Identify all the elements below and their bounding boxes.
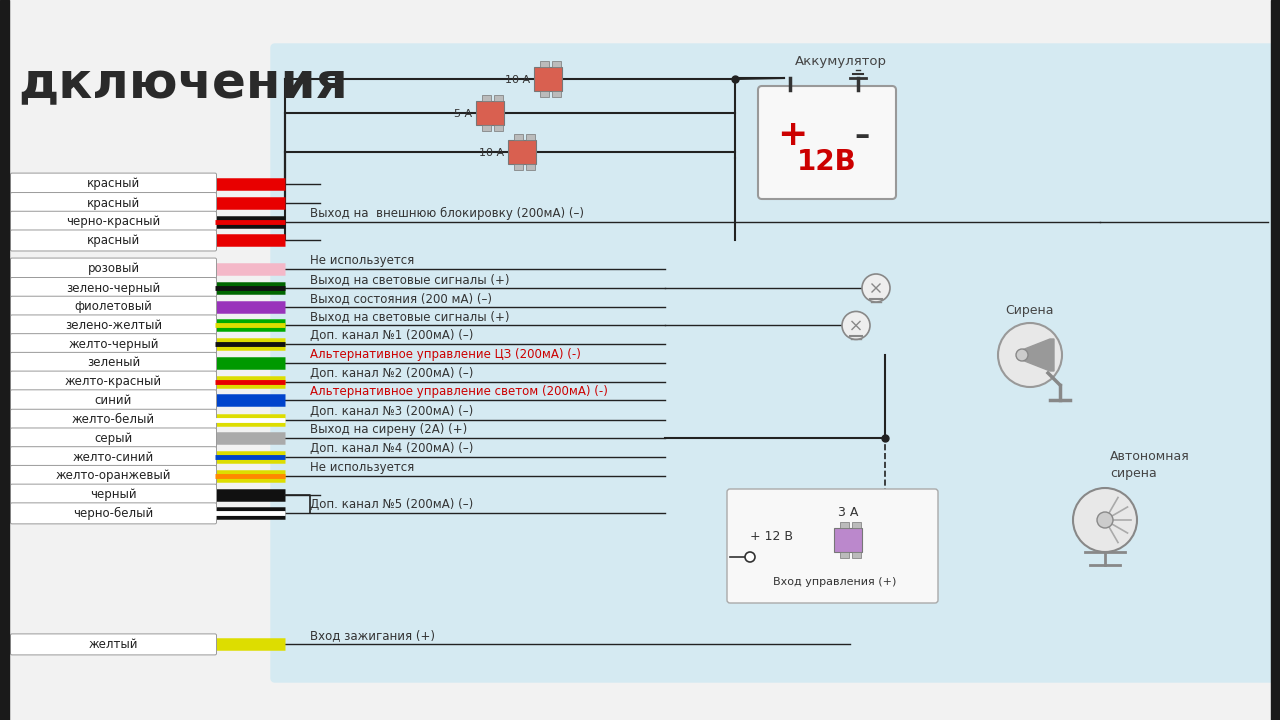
Text: Доп. канал №2 (200мА) (–): Доп. канал №2 (200мА) (–): [310, 366, 474, 379]
Text: желто-черный: желто-черный: [68, 338, 159, 351]
Text: желтый: желтый: [88, 638, 138, 651]
FancyBboxPatch shape: [10, 230, 216, 251]
FancyBboxPatch shape: [10, 173, 216, 194]
Bar: [508, 140, 536, 164]
FancyBboxPatch shape: [10, 409, 216, 431]
FancyBboxPatch shape: [10, 258, 216, 279]
Text: синий: синий: [95, 394, 132, 407]
FancyBboxPatch shape: [10, 465, 216, 487]
Bar: [483, 95, 492, 101]
Text: –: –: [854, 120, 869, 150]
Bar: [540, 91, 549, 97]
FancyBboxPatch shape: [271, 44, 1274, 682]
Text: Выход на сирену (2А) (+): Выход на сирену (2А) (+): [310, 423, 467, 436]
FancyBboxPatch shape: [10, 315, 216, 336]
Text: Доп. канал №1 (200мА) (–): Доп. канал №1 (200мА) (–): [310, 329, 474, 342]
Bar: [852, 552, 861, 558]
Text: желто-красный: желто-красный: [65, 375, 163, 388]
Bar: [476, 101, 504, 125]
FancyBboxPatch shape: [10, 352, 216, 374]
Circle shape: [861, 274, 890, 302]
Text: желто-синий: желто-синий: [73, 451, 154, 464]
FancyBboxPatch shape: [10, 503, 216, 524]
Text: Автономная
сирена: Автономная сирена: [1110, 450, 1189, 480]
Text: Сирена: Сирена: [1006, 304, 1055, 317]
Circle shape: [1016, 349, 1028, 361]
FancyBboxPatch shape: [10, 484, 216, 505]
FancyBboxPatch shape: [10, 211, 216, 233]
FancyBboxPatch shape: [758, 86, 896, 199]
Bar: [1271, 0, 1280, 720]
Text: + 12 В: + 12 В: [750, 531, 794, 544]
FancyBboxPatch shape: [10, 634, 216, 655]
Text: фиолетовый: фиолетовый: [74, 300, 152, 313]
Bar: [835, 528, 861, 552]
Circle shape: [842, 312, 870, 339]
Text: красный: красный: [87, 177, 140, 190]
Text: Аккумулятор: Аккумулятор: [795, 55, 887, 68]
FancyBboxPatch shape: [10, 296, 216, 318]
Text: Выход состояния (200 мА) (–): Выход состояния (200 мА) (–): [310, 292, 492, 305]
Text: черно-белый: черно-белый: [73, 507, 154, 520]
Circle shape: [745, 552, 755, 562]
FancyBboxPatch shape: [10, 371, 216, 392]
FancyBboxPatch shape: [10, 192, 216, 214]
Text: зелено-желтый: зелено-желтый: [65, 319, 163, 332]
Text: 12В: 12В: [797, 148, 856, 176]
Bar: [852, 522, 861, 528]
Text: +: +: [777, 118, 808, 152]
FancyBboxPatch shape: [727, 489, 938, 603]
FancyBboxPatch shape: [10, 446, 216, 468]
Text: Не используется: Не используется: [310, 461, 415, 474]
Text: Альтернативное управление светом (200мА) (-): Альтернативное управление светом (200мА)…: [310, 385, 608, 398]
Bar: [526, 134, 535, 140]
Bar: [840, 522, 849, 528]
Text: серый: серый: [95, 432, 133, 445]
Text: Вход зажигания (+): Вход зажигания (+): [310, 629, 435, 642]
Text: Выход на  внешнюю блокировку (200мА) (–): Выход на внешнюю блокировку (200мА) (–): [310, 207, 584, 220]
Bar: [552, 61, 561, 67]
Text: 3 А: 3 А: [838, 505, 858, 518]
Text: 5 А: 5 А: [454, 109, 472, 119]
Text: Выход на световые сигналы (+): Выход на световые сигналы (+): [310, 273, 509, 286]
Bar: [540, 61, 549, 67]
Circle shape: [1097, 512, 1114, 528]
Bar: [840, 552, 849, 558]
Bar: [483, 125, 492, 131]
Text: Вход управления (+): Вход управления (+): [773, 577, 897, 587]
Bar: [534, 67, 562, 91]
Text: красный: красный: [87, 234, 140, 247]
Text: зелено-черный: зелено-черный: [67, 282, 160, 294]
Bar: [494, 125, 503, 131]
Circle shape: [1073, 488, 1137, 552]
Text: 10 А: 10 А: [504, 75, 530, 85]
FancyBboxPatch shape: [10, 333, 216, 355]
Text: розовый: розовый: [87, 262, 140, 275]
Text: 10 А: 10 А: [479, 148, 504, 158]
FancyBboxPatch shape: [10, 428, 216, 449]
Text: зеленый: зеленый: [87, 356, 140, 369]
Text: Доп. канал №5 (200мА) (–): Доп. канал №5 (200мА) (–): [310, 498, 474, 511]
Bar: [494, 95, 503, 101]
Text: черный: черный: [90, 488, 137, 501]
Text: черно-красный: черно-красный: [67, 215, 160, 228]
Text: Доп. канал №3 (200мА) (–): Доп. канал №3 (200мА) (–): [310, 405, 474, 418]
Bar: [526, 164, 535, 170]
FancyBboxPatch shape: [10, 390, 216, 411]
Text: Альтернативное управление ЦЗ (200мА) (-): Альтернативное управление ЦЗ (200мА) (-): [310, 348, 581, 361]
Bar: [0, 0, 9, 720]
Circle shape: [998, 323, 1062, 387]
Text: желто-белый: желто-белый: [72, 413, 155, 426]
Bar: [552, 91, 561, 97]
Text: Выход на световые сигналы (+): Выход на световые сигналы (+): [310, 310, 509, 323]
Polygon shape: [1021, 339, 1053, 371]
Text: красный: красный: [87, 197, 140, 210]
Text: дключения: дключения: [18, 60, 348, 108]
Bar: [515, 164, 524, 170]
Text: Не используется: Не используется: [310, 253, 415, 266]
FancyBboxPatch shape: [10, 277, 216, 299]
Text: Доп. канал №4 (200мА) (–): Доп. канал №4 (200мА) (–): [310, 442, 474, 455]
Bar: [515, 134, 524, 140]
Text: желто-оранжевый: желто-оранжевый: [56, 469, 172, 482]
